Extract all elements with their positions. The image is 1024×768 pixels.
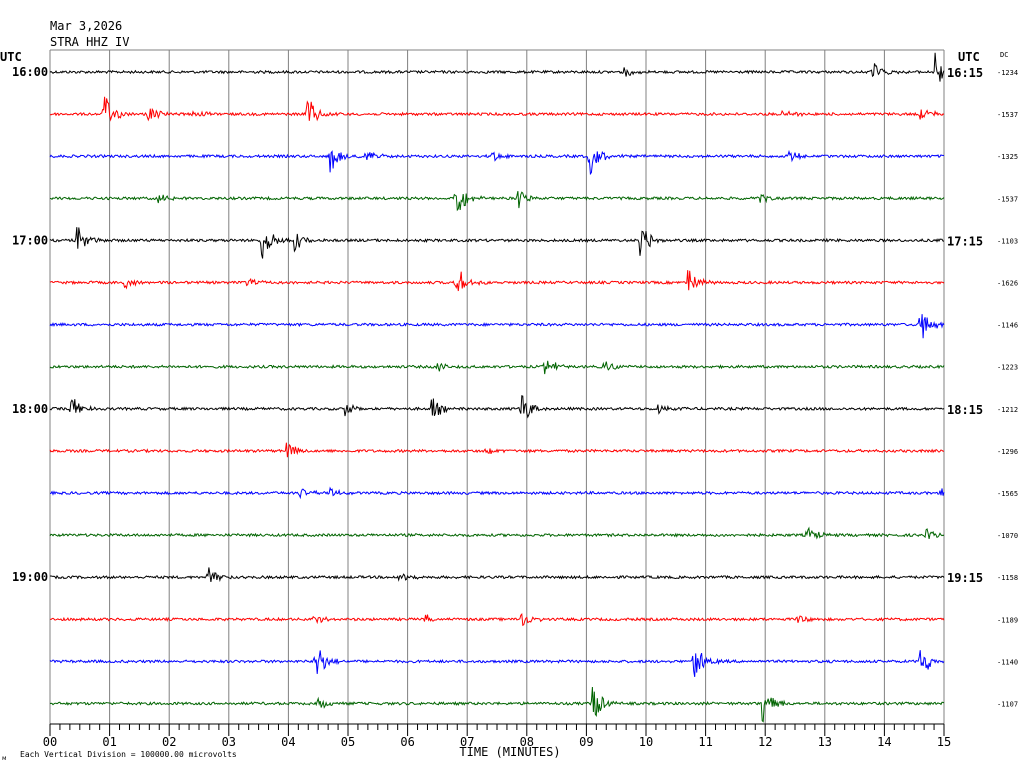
right-time-label-0: 16:15 (947, 66, 983, 80)
utc-label-right: UTC (958, 50, 980, 64)
x-tick-label-9: 09 (579, 735, 593, 749)
trace-line-2 (49, 149, 945, 176)
left-time-labels: 16:00 17:00 18:00 19:00 (12, 65, 48, 584)
trace-line-15 (49, 686, 945, 723)
x-tick-label-4: 04 (281, 735, 295, 749)
dc-label: DC (1000, 51, 1008, 59)
trace-line-11 (49, 526, 945, 540)
trace-line-4 (49, 227, 945, 259)
dc-value-3: -1537 (997, 195, 1018, 203)
left-time-label-0: 16:00 (12, 65, 48, 79)
x-tick-label-0: 00 (43, 735, 57, 749)
trace-line-5 (49, 270, 945, 292)
left-time-label-3: 19:00 (12, 570, 48, 584)
left-time-label-1: 17:00 (12, 233, 48, 247)
trace-line-8 (49, 395, 945, 419)
dc-value-9: -1296 (997, 448, 1018, 456)
right-time-label-2: 18:15 (947, 403, 983, 417)
x-tick-label-11: 11 (698, 735, 712, 749)
dc-value-6: -1146 (997, 322, 1018, 330)
right-time-labels: 16:15 17:15 18:15 19:15 (947, 66, 983, 585)
corner-mark: м (2, 755, 7, 762)
right-time-label-3: 19:15 (947, 571, 983, 585)
trace-line-14 (49, 650, 945, 677)
x-tick-label-2: 02 (162, 735, 176, 749)
plot-grid (49, 49, 945, 724)
dc-value-15: -1107 (997, 701, 1018, 709)
trace-line-7 (49, 360, 945, 375)
x-tick-label-8: 08 (520, 735, 534, 749)
dc-value-2: -1325 (997, 153, 1018, 161)
station-id: STRA HHZ IV (50, 35, 129, 49)
right-time-label-1: 17:15 (947, 234, 983, 248)
trace-line-13 (49, 613, 945, 627)
x-tick-label-14: 14 (877, 735, 891, 749)
x-tick-label-5: 05 (341, 735, 355, 749)
dc-offset-values: -1234 -1537 -1325 -1537 -1103 -1626 -1146 -1223… (997, 69, 1018, 709)
record-date: Mar 3,2026 (50, 19, 122, 33)
dc-value-0: -1234 (997, 69, 1018, 77)
trace-line-3 (49, 190, 945, 212)
x-axis: 00 01 02 03 04 05 06 07 08 09 10 11 12 13 14 15 (43, 723, 951, 749)
left-time-label-2: 18:00 (12, 402, 48, 416)
x-tick-label-10: 10 (639, 735, 653, 749)
scale-note: Each Vertical Division = 100000.00 micro… (20, 750, 237, 759)
dc-value-10: -1565 (997, 490, 1018, 498)
dc-value-8: -1212 (997, 406, 1018, 414)
dc-value-13: -1189 (997, 616, 1018, 624)
x-tick-label-7: 07 (460, 735, 474, 749)
x-tick-label-1: 01 (102, 735, 116, 749)
dc-value-5: -1626 (997, 280, 1018, 288)
dc-value-1: -1537 (997, 111, 1018, 119)
trace-line-10 (50, 486, 945, 500)
x-tick-label-12: 12 (758, 735, 772, 749)
trace-line-6 (49, 314, 945, 339)
trace-line-12 (49, 567, 945, 583)
dc-value-12: -1158 (997, 574, 1018, 582)
x-tick-label-15: 15 (937, 735, 951, 749)
trace-line-9 (49, 442, 945, 458)
trace-line-0 (49, 52, 945, 82)
x-tick-label-3: 03 (222, 735, 236, 749)
dc-value-14: -1140 (997, 658, 1018, 666)
utc-label-left: UTC (0, 50, 22, 64)
dc-value-7: -1223 (997, 364, 1018, 372)
x-axis-label: TIME (MINUTES) (459, 745, 560, 759)
x-tick-label-6: 06 (400, 735, 414, 749)
x-tick-label-13: 13 (818, 735, 832, 749)
dc-value-4: -1103 (997, 237, 1018, 245)
seismic-traces (49, 52, 945, 723)
dc-value-11: -1070 (997, 532, 1018, 540)
trace-line-1 (49, 96, 945, 122)
